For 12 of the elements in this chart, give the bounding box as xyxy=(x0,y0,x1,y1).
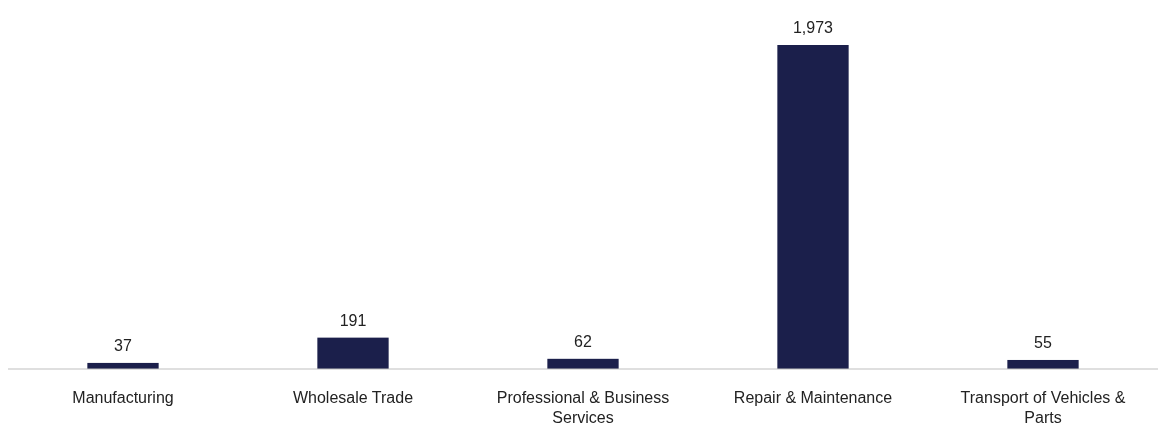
x-tick-label: Transport of Vehicles & Parts xyxy=(960,389,1126,426)
bar xyxy=(777,45,849,369)
x-tick-label: Professional & Business Services xyxy=(496,389,670,426)
data-label: 1,973 xyxy=(792,19,834,36)
data-label: 37 xyxy=(114,336,132,354)
x-tick-label: Manufacturing xyxy=(72,389,174,406)
data-label: 55 xyxy=(1034,333,1052,351)
x-tick-label: Wholesale Trade xyxy=(292,389,414,406)
data-label: 191 xyxy=(339,311,367,329)
data-label: 62 xyxy=(574,332,592,350)
x-tick-label: Repair & Maintenance xyxy=(733,389,893,406)
bar xyxy=(317,337,389,369)
